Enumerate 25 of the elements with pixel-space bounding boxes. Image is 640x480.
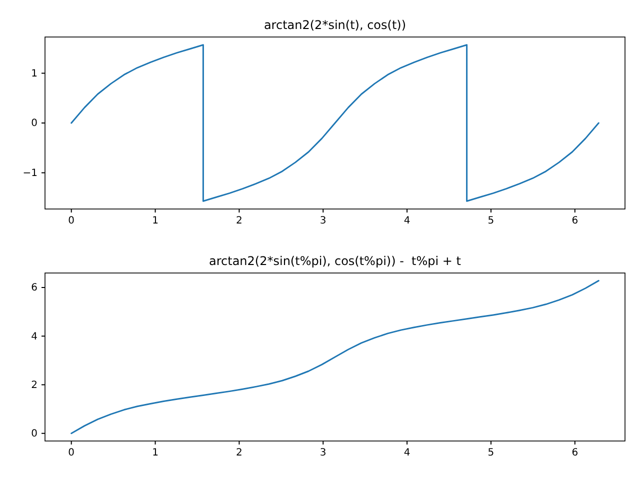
y-tick-label: 4	[31, 331, 38, 342]
y-tick-label: −1	[22, 168, 38, 179]
y-tick-label: 0	[31, 118, 38, 130]
y-tick-label: 2	[31, 380, 38, 391]
y-tick-label: 0	[31, 428, 38, 440]
x-tick-label: 3	[320, 448, 326, 459]
x-tick-label: 4	[404, 216, 410, 227]
x-tick-label: 0	[68, 448, 75, 459]
x-tick-label: 6	[572, 216, 578, 227]
y-tick-label: 1	[31, 68, 38, 80]
x-tick-label: 1	[152, 448, 158, 459]
x-tick-label: 0	[68, 216, 75, 227]
x-tick-label: 4	[404, 448, 410, 459]
x-tick-label: 5	[488, 448, 494, 459]
chart-title: arctan2(2*sin(t%pi), cos(t%pi)) - t%pi + t	[209, 254, 462, 268]
x-tick-label: 2	[236, 216, 242, 227]
x-tick-label: 2	[236, 448, 242, 459]
x-tick-label: 5	[488, 216, 494, 227]
line-series	[70, 280, 600, 434]
x-tick-label: 6	[572, 448, 578, 459]
chart-title: arctan2(2*sin(t), cos(t))	[264, 18, 406, 32]
x-tick-label: 3	[320, 216, 326, 227]
y-tick-label: 6	[31, 282, 38, 294]
line-series	[70, 44, 600, 202]
x-tick-label: 1	[152, 216, 158, 227]
